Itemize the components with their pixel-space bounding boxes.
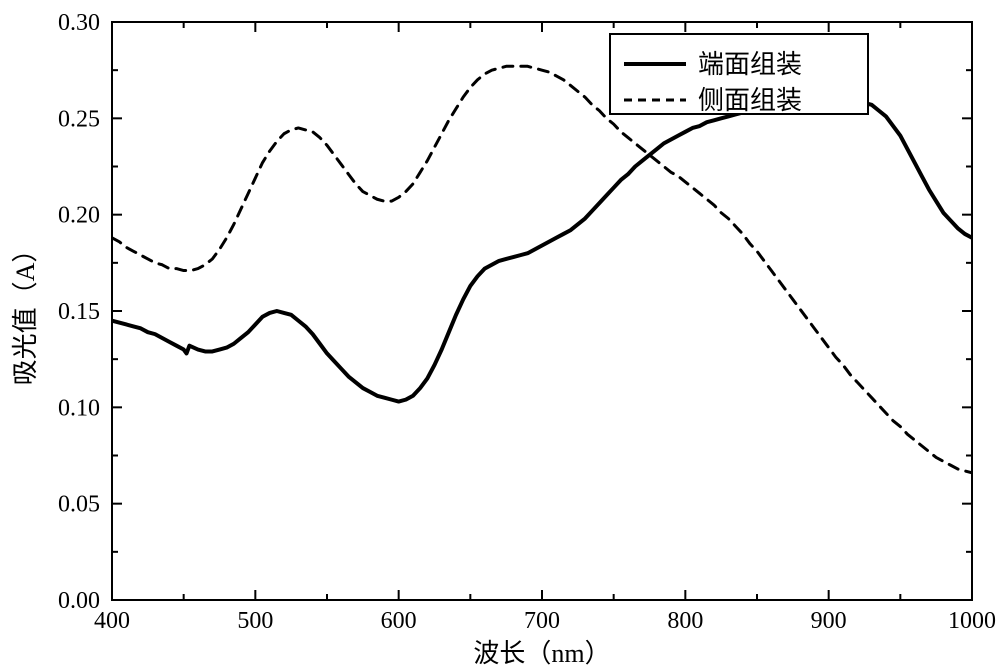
legend-label-side: 侧面组装 [698, 86, 802, 115]
x-tick-label: 1000 [948, 608, 996, 634]
legend-label-end: 端面组装 [698, 50, 802, 79]
y-tick-label: 0.25 [58, 106, 100, 132]
y-axis-label: 吸光值（A） [11, 237, 40, 386]
y-tick-label: 0.15 [58, 299, 100, 325]
y-tick-label: 0.30 [58, 10, 100, 36]
legend: 端面组装侧面组装 [610, 34, 868, 115]
x-tick-label: 900 [811, 608, 847, 634]
y-tick-label: 0.20 [58, 203, 100, 229]
x-tick-label: 700 [524, 608, 560, 634]
y-tick-label: 0.00 [58, 588, 100, 614]
y-tick-label: 0.10 [58, 395, 100, 421]
x-tick-label: 500 [237, 608, 273, 634]
y-tick-label: 0.05 [58, 492, 100, 518]
absorption-spectrum-chart: 40050060070080090010000.000.050.100.150.… [0, 0, 1000, 671]
x-tick-label: 800 [667, 608, 703, 634]
chart-container: 40050060070080090010000.000.050.100.150.… [0, 0, 1000, 671]
x-tick-label: 600 [381, 608, 417, 634]
x-axis-label: 波长（nm） [473, 639, 610, 668]
